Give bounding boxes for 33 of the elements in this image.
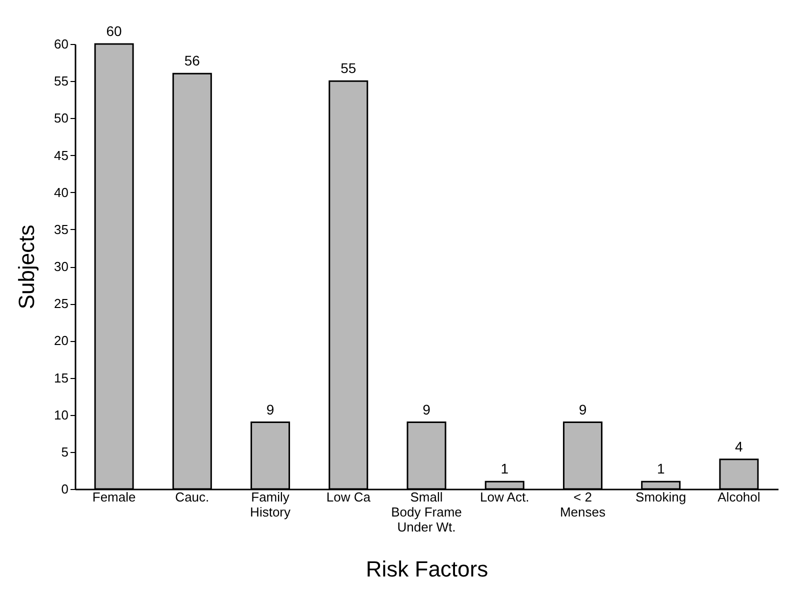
x-tick-label: Alcohol [718, 490, 760, 504]
x-tick-label: Small Body Frame Under Wt. [391, 490, 462, 534]
data-label: 55 [340, 60, 356, 76]
data-label: 60 [106, 23, 122, 39]
x-tick-label: Cauc. [175, 490, 210, 504]
y-tick-label: 25 [54, 296, 68, 312]
y-tick-label: 50 [54, 110, 68, 126]
x-tick-label: < 2 Menses [560, 490, 606, 520]
data-label: 4 [735, 438, 744, 454]
x-tick-label: Female [92, 490, 136, 504]
data-label: 9 [266, 401, 274, 418]
y-tick-label: 10 [54, 407, 68, 422]
y-tick-label: 60 [54, 36, 68, 52]
data-label: 1 [656, 460, 665, 477]
data-label: 9 [422, 401, 431, 418]
y-tick-label: 30 [54, 259, 68, 274]
data-label: 1 [500, 460, 509, 477]
data-label: 9 [578, 401, 587, 418]
y-tick-label: 0 [61, 482, 68, 496]
y-tick-label: 40 [54, 184, 68, 200]
data-label: 56 [184, 52, 200, 69]
x-tick-label: Family History [250, 490, 291, 520]
x-tick-label: Low Act. [480, 490, 530, 504]
y-tick-label: 15 [54, 370, 68, 386]
y-tick-label: 45 [54, 148, 68, 163]
y-tick-label: 35 [54, 222, 68, 237]
y-tick-label: 55 [54, 74, 68, 89]
y-axis-title: Subjects [14, 224, 40, 310]
x-axis-title: Risk Factors [366, 556, 488, 582]
x-tick-label: Smoking [636, 490, 686, 504]
y-tick-label: 5 [61, 444, 68, 460]
x-tick-label: Low Ca [326, 490, 372, 504]
y-tick-label: 20 [54, 333, 68, 348]
